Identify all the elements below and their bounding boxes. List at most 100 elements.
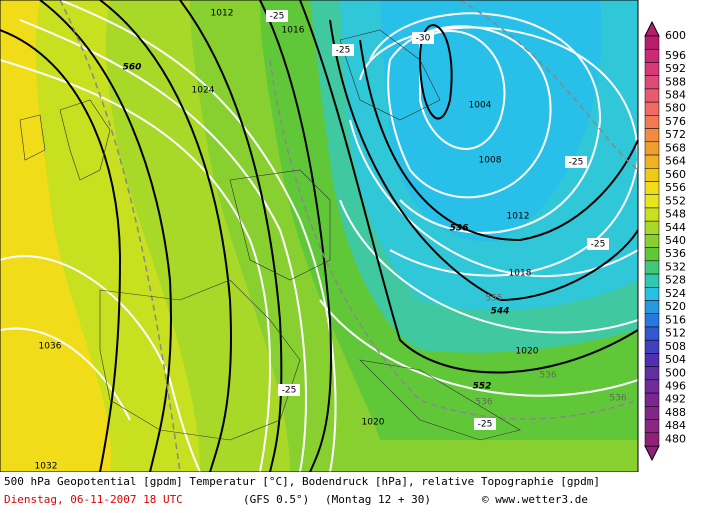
colorbar-cell xyxy=(644,128,660,143)
label-box xyxy=(266,10,288,22)
colorbar-cell xyxy=(644,101,660,116)
colorbar-cell xyxy=(644,392,660,407)
isobar-label: 1004 xyxy=(469,101,492,111)
colorbar-label: 512 xyxy=(665,327,686,340)
temperature-label: -25 xyxy=(591,240,606,250)
colorbar-cell xyxy=(644,273,660,288)
colorbar-cell xyxy=(644,353,660,367)
colorbar-label: 516 xyxy=(665,313,686,326)
colorbar-label: 492 xyxy=(665,393,686,406)
colorbar-label: 532 xyxy=(665,260,686,273)
colorbar-cell xyxy=(644,154,660,169)
colorbar-label: 588 xyxy=(665,75,686,88)
colorbar-cell xyxy=(644,234,660,248)
temperature-lines xyxy=(59,0,639,473)
map xyxy=(0,0,640,473)
isobar-label: 1016 xyxy=(282,26,305,36)
isobar-label: 1012 xyxy=(211,9,234,19)
colorbar-label: 560 xyxy=(665,168,686,181)
colorbar-label: 544 xyxy=(665,221,686,234)
colorbar-label: 524 xyxy=(665,287,686,300)
colorbar-label: 572 xyxy=(665,128,686,141)
colorbar-cell xyxy=(644,115,660,129)
footer-credit: © www.wetter3.de xyxy=(482,493,588,506)
label-box xyxy=(565,156,587,168)
isobar-label: 1020 xyxy=(516,347,539,357)
colorbar-cell xyxy=(644,260,660,275)
label-box xyxy=(587,238,609,250)
label-box xyxy=(474,418,496,430)
footer-date: Dienstag, 06-11-2007 18 UTC xyxy=(4,493,183,506)
colorbar-label: 564 xyxy=(665,155,686,168)
colorbar-arrow xyxy=(644,445,660,462)
colorbar-label: 520 xyxy=(665,300,686,313)
colorbar-cell xyxy=(644,75,660,90)
geopotential-label: 544 xyxy=(491,307,510,317)
colorbar-label: 552 xyxy=(665,194,686,207)
isobar-label: 1020 xyxy=(362,418,385,428)
colorbar: 6005965925885845805765725685645605565525… xyxy=(644,20,686,462)
geopotential-label: 552 xyxy=(473,382,492,392)
temperature-label: -25 xyxy=(282,386,297,396)
colorbar-label: 536 xyxy=(665,247,686,260)
colorbar-cell xyxy=(644,366,660,381)
colorbar-cell xyxy=(644,220,660,235)
colorbar-label: 568 xyxy=(665,141,686,154)
colorbar-cell xyxy=(644,207,660,222)
temperature-label: -25 xyxy=(270,12,285,22)
colorbar-cell xyxy=(644,419,660,434)
colorbar-cell xyxy=(644,339,660,354)
label-box xyxy=(278,384,300,396)
colorbar-label: 500 xyxy=(665,366,686,379)
colorbar-arrow xyxy=(644,20,660,37)
geopotential-lines xyxy=(0,0,639,473)
colorbar-cell xyxy=(644,181,660,195)
colorbar-label: 584 xyxy=(665,89,686,102)
isobar-label: 1032 xyxy=(35,462,58,472)
temperature-label: -30 xyxy=(416,34,431,44)
colorbar-cell xyxy=(644,35,660,50)
colorbar-cell xyxy=(644,194,660,209)
colorbar-label: 548 xyxy=(665,208,686,221)
colorbar-label: 592 xyxy=(665,62,686,75)
colorbar-cell xyxy=(644,432,660,447)
colorbar-cell xyxy=(644,62,660,76)
coastlines xyxy=(19,29,521,441)
geopotential-label: 560 xyxy=(123,63,142,73)
isobar-label: 1008 xyxy=(479,156,502,166)
temperature-label: 536 xyxy=(539,371,556,381)
colorbar-cell xyxy=(644,48,660,63)
colorbar-label: 540 xyxy=(665,234,686,247)
colorbar-label: 576 xyxy=(665,115,686,128)
colorbar-cell xyxy=(644,313,660,328)
colorbar-label: 580 xyxy=(665,102,686,115)
colorbar-cell xyxy=(644,379,660,394)
colorbar-label: 596 xyxy=(665,49,686,62)
isobar-label: 1036 xyxy=(39,342,62,352)
colorbar-label: 600 xyxy=(665,29,686,42)
footer-model: (GFS 0.5°) xyxy=(243,493,309,506)
colorbar-cell xyxy=(644,168,660,182)
label-box xyxy=(412,32,434,44)
temperature-label: 555 xyxy=(485,294,502,304)
isobar-label: 1012 xyxy=(507,212,530,222)
colorbar-label: 528 xyxy=(665,274,686,287)
region xyxy=(380,0,602,242)
colorbar-label: 508 xyxy=(665,340,686,353)
colorbar-cell xyxy=(644,247,660,262)
footer-background xyxy=(0,472,704,513)
isobar-label: 1018 xyxy=(509,269,532,279)
footer-description: 500 hPa Geopotential [gpdm] Temperatur [… xyxy=(4,475,600,488)
colorbar-label: 504 xyxy=(665,353,686,366)
temperature-label: 536 xyxy=(609,394,626,404)
isobar-label: 1024 xyxy=(192,86,215,96)
colorbar-cell xyxy=(644,88,660,103)
colorbar-label: 488 xyxy=(665,406,686,419)
colorbar-label: 556 xyxy=(665,181,686,194)
colorbar-cell xyxy=(644,141,660,156)
colorbar-cell xyxy=(644,287,660,301)
colorbar-label: 484 xyxy=(665,419,686,432)
map-labels: 1012 -25 1016 560 -25 -30 1024 1004 1008… xyxy=(35,9,627,472)
geopotential-label: 536 xyxy=(450,224,469,234)
